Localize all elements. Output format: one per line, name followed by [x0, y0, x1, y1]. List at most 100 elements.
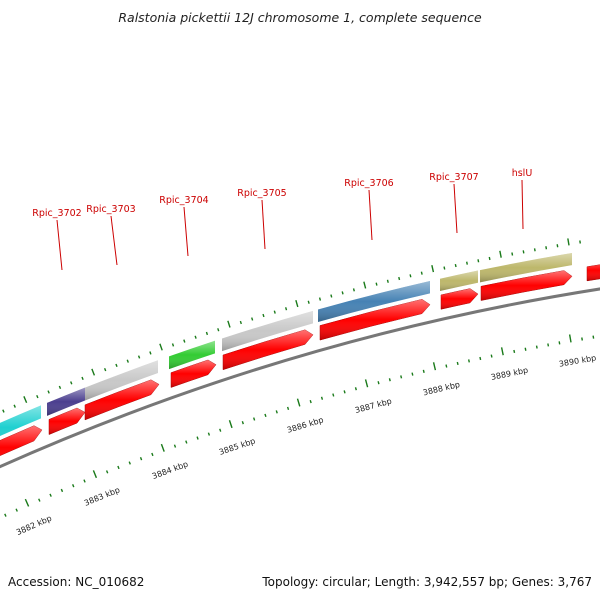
minor-tick — [58, 385, 62, 390]
kbp-tick — [332, 393, 335, 397]
kbp-tick — [513, 349, 516, 354]
minor-tick — [227, 320, 231, 328]
kbp-tick — [309, 399, 312, 404]
gene-leader-line — [56, 219, 63, 271]
kbp-tick — [38, 498, 41, 502]
topology-label: Topology: circular; Length: 3,942,557 bp… — [261, 575, 592, 589]
minor-tick — [409, 274, 412, 278]
kbp-tick — [275, 410, 278, 414]
kbp-label: 3886 kbp — [286, 415, 325, 434]
minor-tick — [284, 307, 288, 311]
kbp-tick — [547, 343, 550, 347]
kbp-tick — [151, 452, 154, 457]
kbp-tick — [411, 372, 414, 376]
gene-label: Rpic_3703 — [86, 204, 135, 215]
minor-tick — [386, 279, 389, 283]
kbp-tick — [479, 356, 482, 361]
minor-tick — [295, 299, 299, 308]
kbp-tick — [296, 398, 301, 407]
kbp-tick — [228, 420, 233, 429]
kbp-label: 3890 kbp — [558, 353, 597, 368]
minor-tick — [398, 276, 401, 281]
minor-tick — [70, 381, 73, 385]
kbp-tick — [320, 396, 324, 400]
minor-tick — [23, 396, 28, 404]
kbp-tick — [139, 457, 143, 461]
minor-tick — [454, 263, 457, 268]
gene-leader-line — [183, 206, 189, 257]
minor-tick — [511, 252, 514, 256]
minor-tick — [477, 259, 480, 263]
minor-tick — [499, 250, 502, 258]
minor-tick — [318, 297, 322, 301]
gene-label: hslU — [512, 168, 533, 179]
kbp-label: 3889 kbp — [490, 366, 529, 382]
kbp-tick — [467, 359, 470, 363]
kbp-tick — [456, 361, 459, 366]
minor-tick — [363, 281, 367, 289]
kbp-tick — [388, 378, 391, 382]
kbp-tick — [196, 436, 199, 440]
kbp-label: 3885 kbp — [218, 436, 257, 456]
kbp-tick — [60, 488, 64, 493]
minor-tick — [103, 367, 107, 372]
kbp-tick — [377, 381, 380, 385]
minor-tick — [465, 261, 468, 265]
kbp-tick — [185, 440, 188, 444]
gene-leader-line — [521, 179, 524, 230]
minor-tick — [217, 328, 220, 332]
kbp-tick-row — [4, 334, 595, 517]
minor-tick — [533, 248, 536, 252]
gene-label: Rpic_3706 — [344, 178, 393, 189]
kbp-tick — [500, 347, 504, 356]
minor-tick — [2, 409, 5, 413]
minor-tick — [556, 244, 559, 248]
kbp-tick — [173, 444, 177, 448]
kbp-tick — [568, 334, 572, 343]
gene-track — [0, 252, 572, 437]
kbp-tick — [117, 465, 120, 470]
minor-tick — [137, 355, 141, 359]
minor-tick — [375, 282, 378, 286]
minor-tick — [352, 288, 355, 292]
minor-tick — [171, 343, 175, 347]
minor-tick — [91, 368, 96, 376]
kbp-tick — [524, 347, 527, 351]
gene-leader-line — [453, 183, 458, 234]
kbp-tick — [207, 432, 211, 436]
minor-tick — [47, 390, 50, 394]
minor-tick-row — [2, 238, 581, 413]
kbp-tick — [219, 428, 222, 432]
accession-label: Accession: NC_010682 — [8, 575, 144, 589]
gene-label: Rpic_3702 — [32, 208, 81, 219]
kbp-tick — [535, 345, 538, 349]
kbp-label: 3887 kbp — [354, 397, 393, 415]
minor-tick — [545, 246, 548, 250]
gene-label: Rpic_3707 — [429, 172, 478, 183]
kbp-tick — [432, 362, 437, 371]
kbp-tick — [422, 369, 425, 373]
kbp-label: 3884 kbp — [151, 459, 189, 480]
gene-leader-line — [261, 199, 266, 250]
minor-tick — [194, 335, 197, 339]
gene-labels: Rpic_3702 Rpic_3703 Rpic_3704 Rpic_3705 Rpic… — [32, 168, 533, 271]
minor-tick — [567, 238, 570, 246]
minor-tick — [36, 395, 39, 399]
minor-tick — [251, 317, 254, 321]
kbp-tick — [72, 484, 75, 488]
kbp-tick — [160, 443, 165, 452]
map-title: Ralstonia pickettii 12J chromosome 1, co… — [118, 10, 482, 25]
minor-tick — [159, 343, 163, 351]
minor-tick — [443, 266, 446, 270]
minor-tick — [522, 250, 525, 254]
gene-leader-line — [110, 215, 118, 266]
kbp-tick — [24, 498, 30, 507]
backbone — [0, 287, 600, 469]
kbp-tick — [286, 406, 290, 411]
minor-tick — [273, 310, 276, 314]
gene-label: Rpic_3705 — [237, 188, 286, 199]
cds-track — [0, 264, 600, 456]
backbone-arc — [0, 287, 600, 469]
minor-tick — [239, 320, 242, 325]
kbp-tick — [4, 513, 7, 517]
